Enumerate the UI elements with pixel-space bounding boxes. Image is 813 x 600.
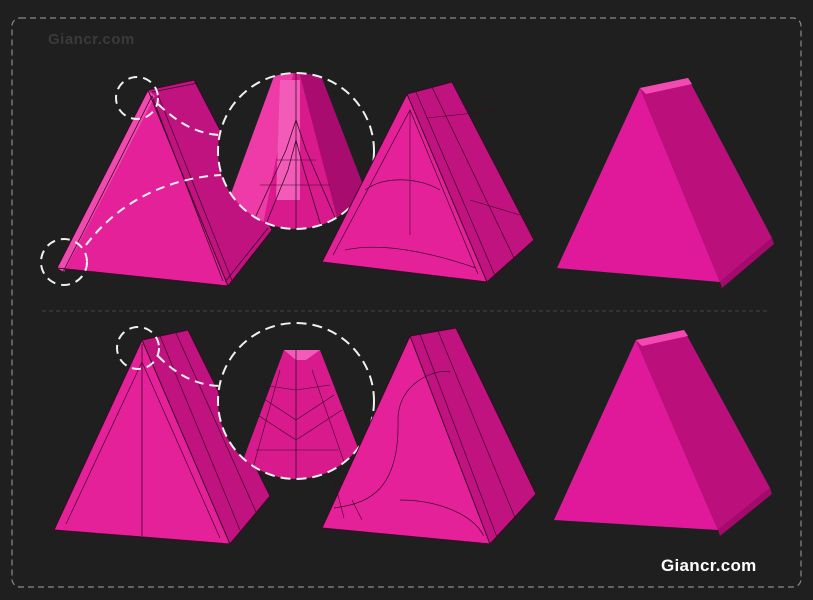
top-zoom-detail xyxy=(217,72,375,230)
bottom-zoom-detail xyxy=(217,322,375,480)
top-callouts xyxy=(40,76,224,286)
watermark-top: Giancr.com xyxy=(48,31,135,48)
top-prism-smooth xyxy=(557,78,774,288)
watermark-bottom: Giancr.com xyxy=(661,556,757,575)
top-prism-subdivided xyxy=(321,81,535,283)
top-prism-bevel xyxy=(56,79,273,287)
bottom-prism-subdivided xyxy=(321,327,537,545)
bottom-callouts xyxy=(116,326,224,387)
bottom-prism-smooth xyxy=(554,330,772,536)
outer-frame xyxy=(11,17,802,588)
